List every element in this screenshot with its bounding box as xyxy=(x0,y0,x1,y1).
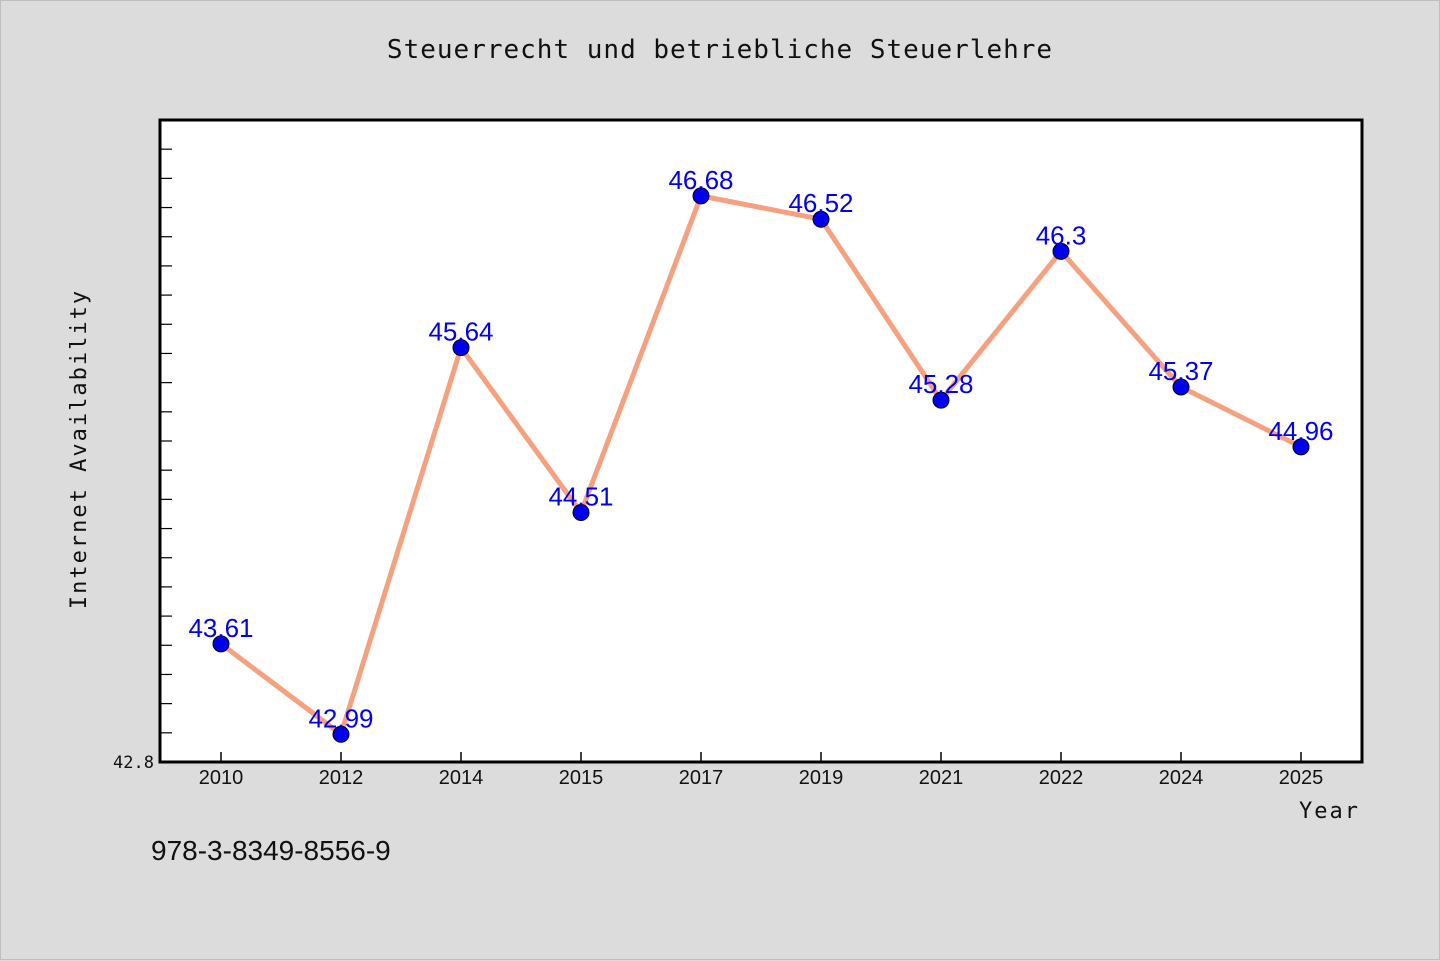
data-labels: 43.61 42.99 45.64 44.51 46.68 46.52 45.28 46.3 4… xyxy=(188,165,1333,733)
x-tick-label: 2021 xyxy=(919,767,964,789)
x-tick-label: 2014 xyxy=(439,767,484,789)
data-label: 45.64 xyxy=(428,317,493,347)
data-point xyxy=(692,187,710,205)
x-tick-label: 2015 xyxy=(559,767,604,789)
x-tick-label: 2012 xyxy=(319,767,364,789)
data-label: 44.51 xyxy=(548,481,613,511)
data-label: 43.61 xyxy=(188,613,253,643)
x-tick-label: 2025 xyxy=(1279,767,1324,789)
x-axis-title: Year xyxy=(1299,799,1360,824)
series-line-group xyxy=(219,193,1303,737)
data-label: 42.99 xyxy=(308,703,373,733)
data-label: 44.96 xyxy=(1268,416,1333,446)
x-axis-ticks: 2010 2012 2014 2015 2017 2019 2021 2022 2024 2025 xyxy=(199,752,1324,789)
x-tick-label: 2019 xyxy=(799,767,844,789)
x-tick-label: 2024 xyxy=(1159,767,1204,789)
data-label: 45.28 xyxy=(908,369,973,399)
data-point xyxy=(212,635,230,653)
data-label: 45.37 xyxy=(1148,356,1213,386)
x-tick-label: 2017 xyxy=(679,767,724,789)
data-point xyxy=(1292,438,1310,456)
x-tick-label: 2010 xyxy=(199,767,244,789)
data-label: 46.52 xyxy=(788,188,853,218)
plot-area xyxy=(158,118,1364,764)
data-point xyxy=(332,725,350,743)
y-tick-label: 42.8 xyxy=(113,753,154,773)
chart-title: Steuerrecht und betriebliche Steuerlehre xyxy=(386,35,1054,65)
y-axis-title: Internet Availability xyxy=(67,289,92,609)
data-label: 46.68 xyxy=(668,165,733,195)
data-point xyxy=(812,210,830,228)
x-tick-label: 2022 xyxy=(1039,767,1084,789)
data-label: 46.3 xyxy=(1036,220,1087,250)
data-point xyxy=(572,503,590,521)
data-point xyxy=(1052,242,1070,260)
series-line xyxy=(219,193,1303,737)
data-point xyxy=(932,391,950,409)
isbn-text: 978-3-8349-8556-9 xyxy=(151,835,391,866)
series-markers xyxy=(212,187,1310,743)
y-minor-ticks xyxy=(160,148,172,734)
data-point xyxy=(1172,378,1190,396)
data-point xyxy=(452,339,470,357)
